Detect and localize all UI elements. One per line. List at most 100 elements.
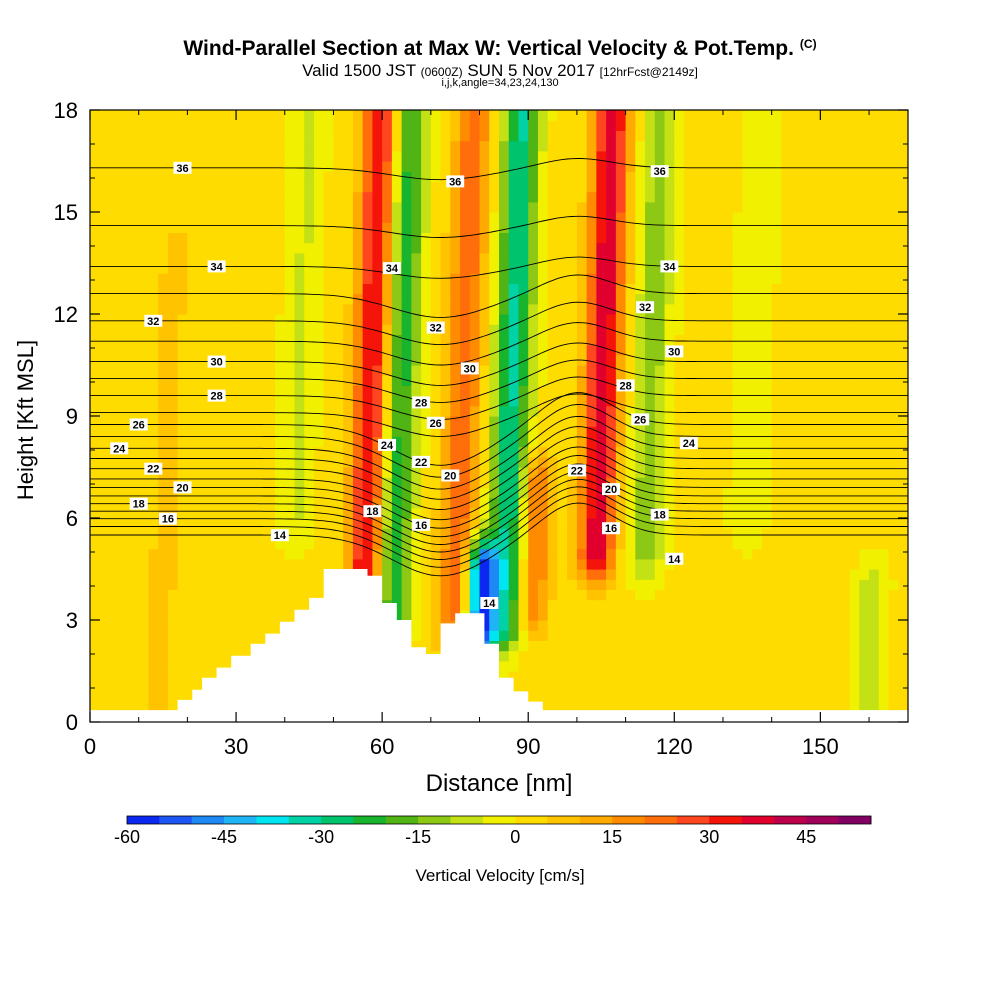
velocity-cell: [167, 456, 179, 468]
velocity-cell: [177, 416, 188, 427]
velocity-cell: [236, 589, 247, 601]
velocity-cell: [255, 405, 266, 417]
velocity-cell: [586, 395, 597, 407]
velocity-cell: [362, 130, 374, 142]
velocity-cell: [206, 609, 218, 621]
velocity-cell: [869, 589, 880, 601]
velocity-cell: [557, 507, 568, 519]
velocity-cell: [722, 140, 734, 152]
velocity-cell: [352, 477, 364, 488]
velocity-cell: [158, 456, 169, 468]
velocity-cell: [849, 263, 860, 274]
velocity-cell: [576, 660, 588, 672]
velocity-cell: [752, 110, 763, 121]
velocity-cell: [362, 569, 374, 580]
velocity-cell: [362, 385, 374, 397]
velocity-cell: [800, 252, 812, 264]
velocity-cell: [294, 120, 305, 131]
velocity-cell: [791, 334, 802, 346]
velocity-cell: [148, 273, 159, 284]
velocity-cell: [839, 161, 851, 172]
velocity-cell: [684, 477, 695, 488]
velocity-cell: [635, 599, 646, 611]
velocity-cell: [362, 140, 374, 152]
velocity-cell: [820, 630, 831, 641]
velocity-cell: [664, 671, 675, 682]
velocity-cell: [557, 242, 568, 254]
velocity-cell: [236, 303, 247, 315]
velocity-cell: [362, 314, 374, 325]
velocity-cell: [119, 477, 130, 488]
velocity-cell: [440, 252, 451, 264]
velocity-cell: [839, 324, 851, 335]
velocity-cell: [245, 456, 257, 468]
velocity-cell: [167, 375, 179, 386]
velocity-cell: [576, 150, 588, 162]
velocity-cell: [537, 191, 549, 203]
velocity-cell: [313, 385, 325, 397]
velocity-cell: [352, 110, 364, 121]
velocity-cell: [421, 252, 432, 264]
velocity-cell: [158, 375, 169, 386]
velocity-cell: [460, 232, 471, 244]
velocity-cell: [761, 538, 773, 550]
velocity-cell: [645, 599, 656, 611]
velocity-cell: [703, 365, 714, 376]
velocity-cell: [800, 681, 812, 692]
velocity-cell: [440, 385, 451, 397]
velocity-cell: [586, 263, 597, 274]
velocity-cell: [800, 212, 812, 223]
velocity-cell: [304, 589, 315, 601]
velocity-cell: [859, 487, 870, 499]
velocity-cell: [216, 660, 227, 672]
velocity-cell: [479, 334, 490, 346]
velocity-cell: [109, 599, 120, 611]
velocity-cell: [635, 191, 646, 203]
velocity-cell: [576, 569, 588, 580]
velocity-cell: [99, 293, 111, 305]
velocity-cell: [596, 334, 607, 346]
velocity-cell: [722, 293, 734, 305]
velocity-cell: [703, 150, 714, 162]
velocity-cell: [859, 507, 870, 519]
velocity-cell: [518, 201, 529, 213]
velocity-cell: [323, 191, 335, 203]
velocity-cell: [284, 222, 296, 233]
velocity-cell: [781, 456, 792, 468]
velocity-cell: [820, 589, 831, 601]
velocity-cell: [722, 344, 734, 356]
velocity-cell: [128, 609, 140, 621]
velocity-cell: [187, 456, 198, 468]
velocity-cell: [732, 395, 744, 407]
velocity-cell: [148, 191, 159, 203]
velocity-cell: [586, 518, 597, 529]
velocity-cell: [421, 446, 432, 458]
velocity-cell: [450, 589, 461, 601]
velocity-cell: [693, 609, 705, 621]
velocity-cell: [119, 212, 130, 223]
velocity-cell: [362, 252, 374, 264]
velocity-cell: [781, 150, 792, 162]
velocity-cell: [576, 507, 588, 519]
velocity-cell: [284, 283, 296, 295]
velocity-cell: [713, 232, 724, 244]
velocity-cell: [284, 242, 296, 254]
velocity-cell: [362, 558, 374, 570]
velocity-cell: [693, 507, 705, 519]
velocity-cell: [499, 507, 510, 519]
velocity-cell: [567, 222, 578, 233]
velocity-cell: [421, 620, 432, 631]
velocity-cell: [128, 212, 140, 223]
velocity-cell: [596, 365, 607, 376]
velocity-cell: [615, 303, 627, 315]
velocity-cell: [722, 609, 734, 621]
velocity-cell: [333, 293, 344, 305]
velocity-cell: [109, 242, 120, 254]
velocity-cell: [703, 293, 714, 305]
velocity-cell: [148, 426, 159, 437]
velocity-cell: [265, 181, 276, 193]
velocity-cell: [294, 548, 305, 560]
velocity-cell: [869, 507, 880, 519]
velocity-cell: [430, 222, 442, 233]
velocity-cell: [518, 120, 529, 131]
